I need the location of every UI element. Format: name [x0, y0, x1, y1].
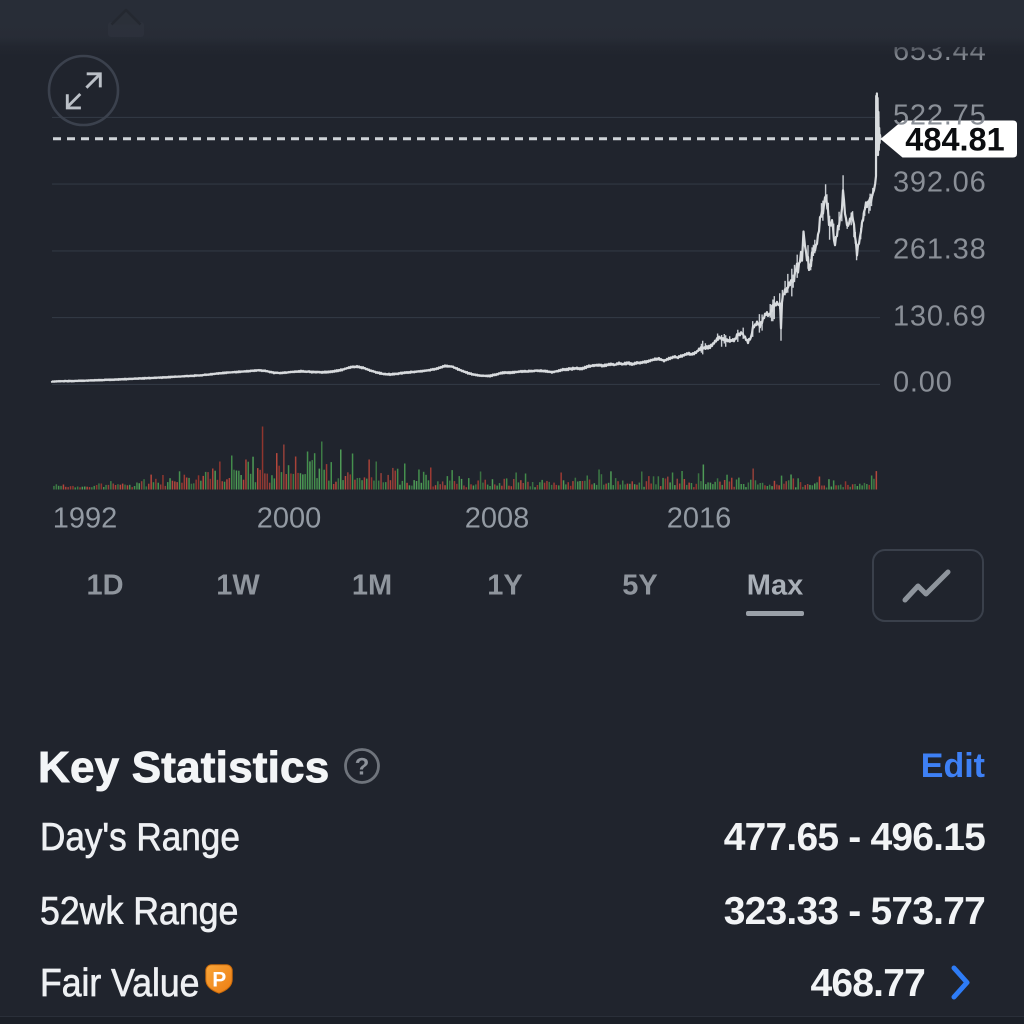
svg-text:?: ? — [355, 754, 370, 781]
svg-text:484.81: 484.81 — [905, 122, 1004, 158]
svg-text:P: P — [212, 969, 226, 992]
